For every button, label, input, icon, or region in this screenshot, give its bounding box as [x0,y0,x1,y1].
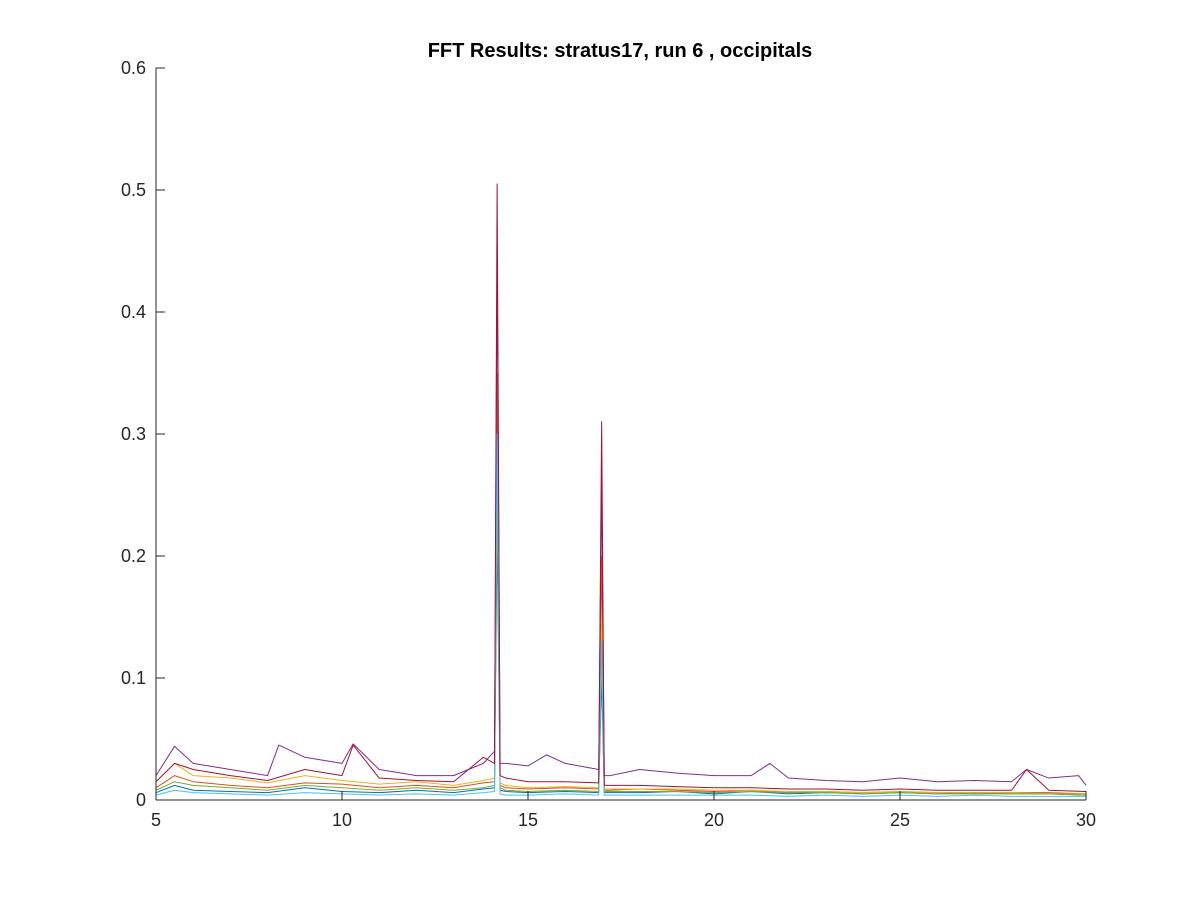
series-line-7 [155,183,1087,792]
x-ticks: 5 10 15 20 25 30 [151,791,1096,830]
series-line-2 [155,372,1087,795]
y-tick-label: 0.4 [121,302,146,322]
x-tick-label: 25 [890,810,910,830]
x-tick-label: 10 [332,810,352,830]
y-tick-label: 0.5 [121,180,146,200]
y-tick-label: 0.6 [121,58,146,78]
x-tick-label: 15 [518,810,538,830]
y-tick-label: 0.3 [121,424,146,444]
series-line-5 [155,494,1087,796]
x-tick-label: 20 [704,810,724,830]
series-layer [155,183,1087,797]
series-line-3 [155,433,1086,795]
y-ticks: 0 0.1 0.2 0.3 0.4 0.5 0.6 [121,58,165,810]
x-tick-label: 5 [151,810,161,830]
chart-title: FFT Results: stratus17, run 6 , occipita… [428,40,813,62]
series-line-4 [155,262,1087,786]
x-tick-label: 30 [1076,810,1096,830]
y-tick-label: 0.1 [121,668,146,688]
series-line-6 [155,433,1086,797]
y-tick-label: 0.2 [121,546,146,566]
y-tick-label: 0 [136,790,146,810]
axes [155,68,1086,801]
series-line-1 [155,531,1087,796]
